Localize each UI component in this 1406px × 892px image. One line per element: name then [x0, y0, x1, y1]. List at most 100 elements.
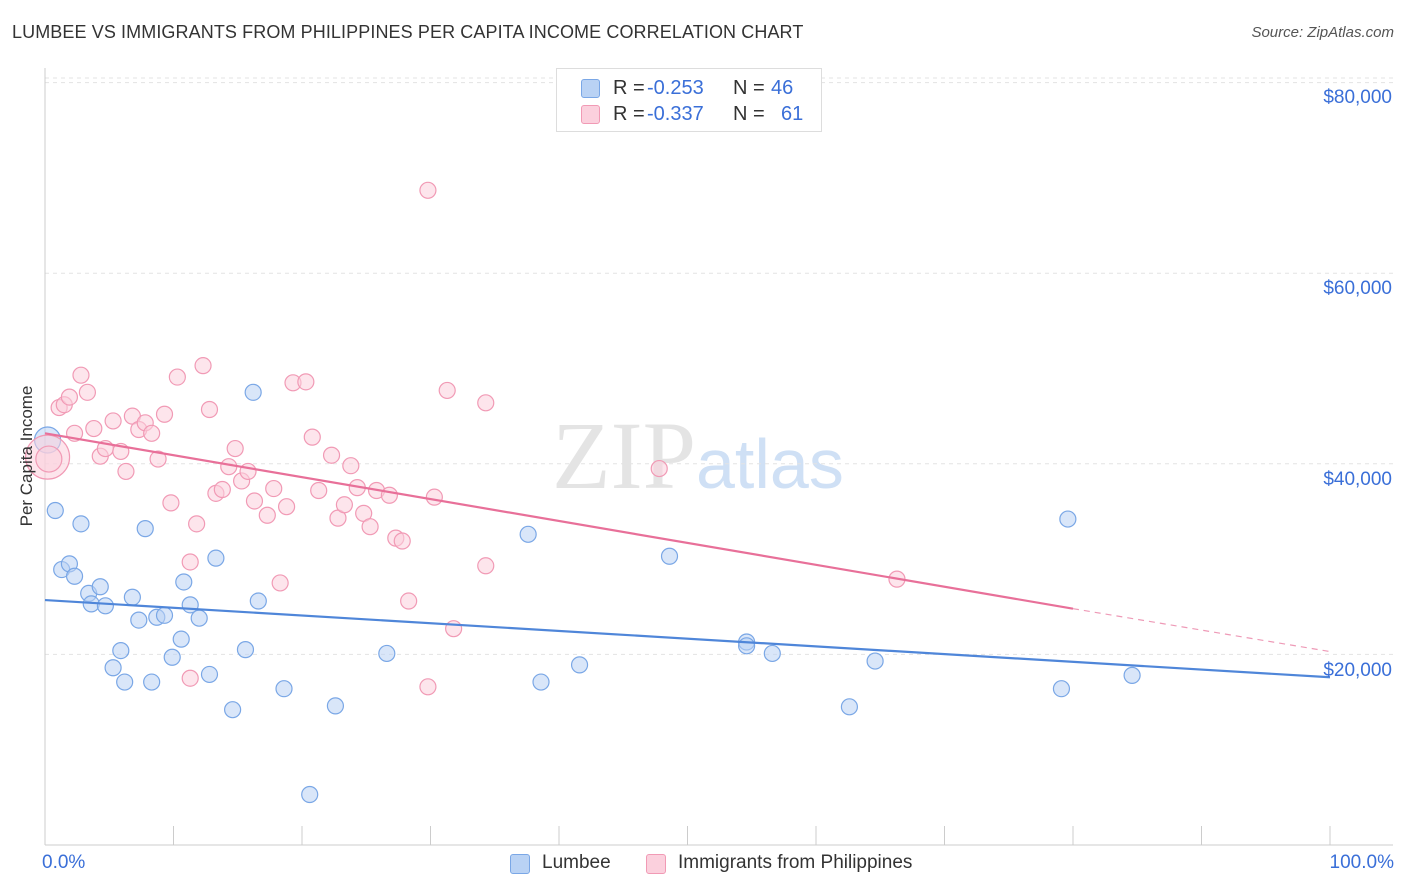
legend-swatch-lumbee [581, 79, 600, 98]
data-point [143, 673, 161, 691]
watermark: ZIPatlas [552, 400, 844, 511]
data-point [249, 592, 267, 610]
legend-n-value: 61 [781, 103, 804, 125]
data-point [277, 498, 296, 516]
data-point [380, 486, 398, 504]
data-point [85, 419, 103, 438]
data-point [190, 609, 208, 627]
trend-line [44, 432, 1074, 610]
data-point [840, 698, 859, 716]
data-point [322, 446, 341, 464]
data-point [1052, 680, 1071, 698]
data-point [310, 481, 328, 500]
data-point [271, 574, 289, 592]
data-point [301, 785, 319, 804]
data-point [162, 494, 180, 512]
data-point [163, 648, 181, 666]
data-point [72, 515, 90, 533]
data-point [96, 597, 114, 615]
grid [45, 77, 1393, 655]
bottom-legend-label-philippines: Immigrants from Philippines [678, 852, 913, 873]
data-point [393, 532, 411, 550]
data-point [660, 547, 679, 565]
data-point [130, 611, 148, 629]
legend-r-label: R = [613, 103, 645, 125]
data-point [194, 357, 212, 375]
data-point [477, 557, 495, 575]
data-point [123, 588, 141, 606]
x-max-label: 100.0% [1329, 852, 1394, 873]
data-point [172, 630, 190, 648]
data-point [866, 652, 884, 670]
data-point [104, 412, 122, 430]
data-point [188, 515, 206, 533]
data-point [297, 373, 315, 391]
data-point [326, 697, 345, 715]
correlation-legend: R = -0.253 N = 46 R = -0.337 N = 61 [556, 68, 822, 132]
data-point [245, 492, 264, 510]
trend-lines [44, 432, 1331, 679]
legend-n-value: 46 [771, 77, 794, 99]
y-axis-title: Per Capita Income [17, 385, 36, 527]
trend-line-extrapolated [1072, 608, 1331, 653]
legend-n-label: N = [733, 103, 765, 125]
data-point [168, 368, 186, 386]
data-point [438, 381, 456, 400]
legend-r-value: -0.253 [647, 77, 704, 99]
data-point [117, 462, 135, 481]
data-point [738, 637, 756, 655]
data-point [236, 641, 255, 659]
data-point [303, 428, 321, 446]
data-point [425, 488, 443, 506]
data-point [1059, 510, 1077, 528]
data-point [378, 644, 396, 663]
data-point [46, 501, 64, 520]
data-point [275, 680, 293, 698]
data-point [116, 673, 134, 691]
data-point [181, 669, 199, 687]
data-point [1123, 666, 1141, 684]
data-point [419, 181, 437, 199]
data-point [419, 678, 437, 696]
data-point [258, 506, 276, 524]
data-point [226, 439, 244, 458]
data-point [149, 450, 167, 468]
data-point [155, 405, 174, 423]
data-point [65, 567, 84, 585]
series-lumbee-points [33, 383, 1141, 804]
data-point [104, 659, 122, 677]
y-tick-label: $40,000 [1323, 469, 1392, 490]
data-point [532, 673, 550, 691]
watermark-zip: ZIP [552, 402, 696, 509]
data-point [244, 383, 262, 401]
data-point [650, 459, 668, 478]
legend-r-label: R = [613, 77, 645, 99]
data-point [112, 641, 130, 660]
legend-n-label: N = [733, 77, 765, 99]
data-point [445, 620, 463, 638]
data-point [335, 496, 354, 514]
source-label: Source: ZipAtlas.com [1251, 24, 1394, 41]
data-point [239, 462, 257, 481]
data-point [519, 525, 537, 543]
data-point [78, 383, 97, 401]
legend-swatch-philippines [581, 105, 600, 124]
legend-r-value: -0.337 [647, 103, 704, 125]
data-point [136, 520, 154, 538]
bottom-legend-swatch-philippines [646, 854, 666, 874]
data-point [265, 479, 283, 498]
data-point [200, 400, 219, 419]
data-point [200, 665, 219, 684]
data-point [72, 366, 90, 384]
data-point [361, 518, 379, 536]
data-point [400, 592, 418, 610]
data-point [143, 424, 161, 442]
data-point [224, 701, 242, 719]
data-point [207, 549, 225, 567]
data-point [213, 480, 231, 499]
data-point [91, 578, 109, 596]
data-point [763, 644, 781, 663]
x-min-label: 0.0% [42, 852, 86, 873]
data-point [35, 445, 63, 473]
